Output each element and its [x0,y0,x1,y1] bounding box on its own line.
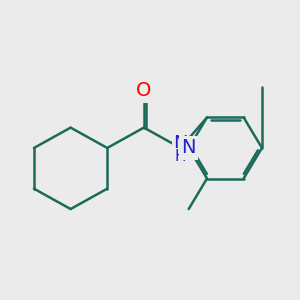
Text: H: H [175,149,186,164]
Text: N: N [182,139,196,158]
Text: N: N [173,134,188,153]
Text: O: O [136,82,152,100]
